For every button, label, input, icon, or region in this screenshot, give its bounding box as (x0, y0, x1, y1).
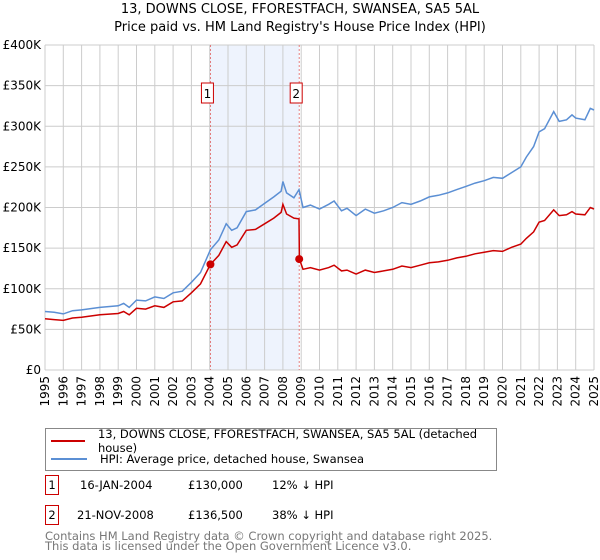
chart-title: 13, DOWNS CLOSE, FFORESTFACH, SWANSEA, S… (120, 2, 480, 17)
sale-label: 2 (292, 87, 300, 101)
chart-subtitle: Price paid vs. HM Land Registry's House … (114, 20, 486, 35)
x-tick-label: 2025 (587, 376, 600, 407)
legend-swatch-blue (51, 458, 87, 460)
x-tick-label: 2018 (459, 376, 473, 407)
sale-point (295, 255, 304, 264)
y-tick-label: £0 (26, 363, 41, 377)
sale-date: 16-JAN-2004 (80, 478, 153, 492)
sale-hpi-diff: 12% ↓ HPI (272, 478, 334, 492)
sale-price: £130,000 (188, 478, 243, 492)
x-tick-label: 2010 (313, 376, 327, 407)
x-tick-label: 2002 (166, 376, 180, 407)
x-tick-label: 1998 (93, 376, 107, 407)
plot-area: 1995 1996 1997 1998 1999 2000 2001 2002 2003 2004… (3, 38, 600, 407)
sale-label: 1 (204, 87, 212, 101)
x-tick-label: 2009 (294, 376, 308, 407)
x-tick-label: 2012 (349, 376, 363, 407)
x-tick-label: 2013 (367, 376, 381, 407)
y-tick-label: £300K (3, 119, 43, 133)
x-tick-label: 2021 (514, 376, 528, 407)
sale-marker-box: 2 (45, 505, 59, 525)
legend-swatch-red (51, 440, 85, 442)
sale-point (206, 260, 215, 269)
sale-price: £136,500 (188, 508, 243, 522)
x-tick-label: 2020 (496, 376, 510, 407)
x-tick-label: 2024 (569, 376, 583, 407)
x-tick-label: 2003 (184, 376, 198, 407)
y-tick-label: £200K (3, 201, 43, 215)
sale-marker-box: 1 (45, 475, 59, 495)
x-tick-label: 1995 (38, 376, 52, 407)
hpi-line (44, 107, 595, 315)
x-tick-label: 1999 (111, 376, 125, 407)
x-tick-label: 2001 (148, 376, 162, 407)
x-tick-label: 2023 (550, 376, 564, 407)
y-tick-label: £400K (3, 38, 43, 52)
x-tick-label: 2014 (386, 376, 400, 407)
sale-label-box (200, 82, 214, 104)
property-price-line (44, 201, 595, 322)
footer-line-2: This data is licensed under the Open Gov… (45, 539, 412, 553)
x-tick-label: 2015 (404, 376, 418, 407)
y-tick-label: £250K (3, 160, 43, 174)
legend-item-property: 13, DOWNS CLOSE, FFORESTFACH, SWANSEA, S… (51, 427, 496, 455)
legend: 13, DOWNS CLOSE, FFORESTFACH, SWANSEA, S… (45, 427, 497, 471)
legend-label: HPI: Average price, detached house, Swan… (100, 452, 365, 466)
legend-label: 13, DOWNS CLOSE, FFORESTFACH, SWANSEA, S… (97, 427, 478, 455)
y-tick-label: £350K (3, 79, 43, 93)
x-tick-label: 2022 (532, 376, 546, 407)
x-tick-label: 2004 (203, 376, 217, 407)
x-tick-label: 1996 (56, 376, 70, 407)
sale-date: 21-NOV-2008 (77, 508, 154, 522)
y-tick-label: £50K (10, 322, 42, 336)
x-tick-label: 2005 (221, 376, 235, 407)
x-tick-label: 2008 (276, 376, 290, 407)
x-tick-label: 2019 (477, 376, 491, 407)
x-tick-label: 2017 (441, 376, 455, 407)
legend-item-hpi: HPI: Average price, detached house, Swan… (51, 451, 364, 467)
x-tick-label: 2011 (331, 376, 345, 407)
x-tick-label: 2016 (422, 376, 436, 407)
footer-line-1: Contains HM Land Registry data © Crown c… (45, 529, 493, 543)
x-tick-label: 2006 (239, 376, 253, 407)
y-tick-label: £150K (3, 241, 43, 255)
x-tick-label: 2007 (258, 376, 272, 407)
sale-hpi-diff: 38% ↓ HPI (272, 508, 334, 522)
x-tick-label: 2000 (130, 376, 144, 407)
sale-label-box (289, 82, 303, 104)
y-tick-label: £100K (3, 282, 43, 296)
x-tick-label: 1997 (75, 376, 89, 407)
footer: Contains HM Land Registry data © Crown c… (45, 529, 493, 553)
